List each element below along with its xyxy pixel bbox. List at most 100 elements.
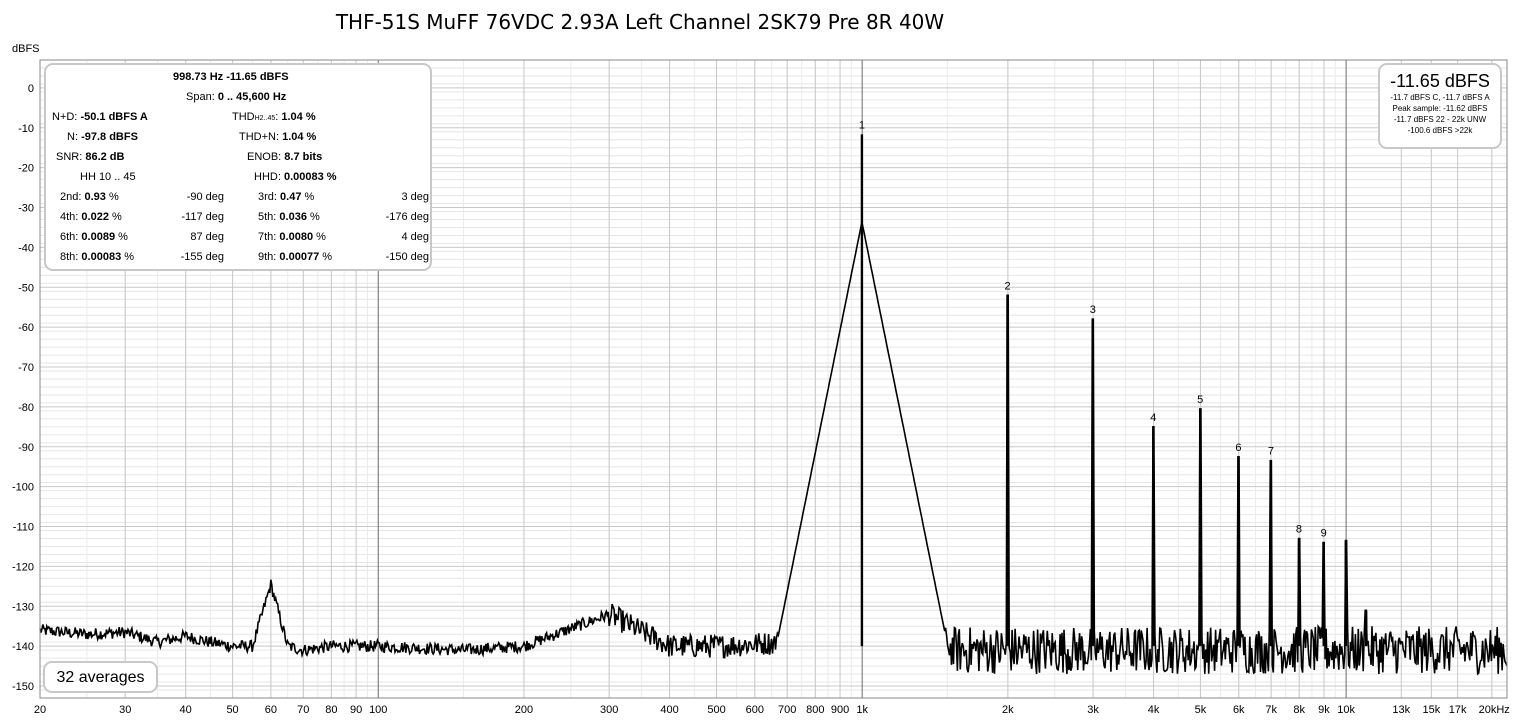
harmonic-phase: 4 deg	[401, 231, 429, 243]
x-tick-label: 400	[660, 704, 678, 716]
noise-value: -97.8 dBFS	[81, 131, 138, 143]
enob-value: 8.7 bits	[284, 151, 323, 163]
harmonic-phase: 87 deg	[190, 231, 224, 243]
harmonic-label: 6	[1235, 442, 1241, 454]
nd-readout: N+D: -50.1 dBFS A	[52, 111, 148, 123]
span-readout: Span: 0 .. 45,600 Hz	[186, 91, 286, 103]
y-tick-label: -90	[18, 442, 34, 454]
y-tick-label: -70	[18, 362, 34, 374]
thd-value: 1.04 %	[281, 111, 316, 123]
x-tick-label: 500	[707, 704, 725, 716]
spectrum-trace	[39, 134, 1508, 676]
hh-range: HH 10 .. 45	[80, 171, 136, 183]
hhd-value: 0.00083 %	[283, 171, 337, 183]
level-main: -11.65 dBFS	[1390, 71, 1490, 91]
y-tick-label: 0	[28, 83, 34, 95]
x-tick-label: 800	[806, 704, 824, 716]
y-axis-unit: dBFS	[12, 43, 40, 55]
harmonic-label: 9	[1321, 527, 1327, 539]
thdn-readout: THD+N: 1.04 %	[239, 131, 316, 143]
hhd-readout: HHD: 0.00083 %	[254, 171, 337, 183]
x-tick-label: 700	[778, 704, 796, 716]
x-tick-label: 9k	[1318, 704, 1330, 716]
y-tick-label: -40	[18, 242, 34, 254]
x-tick-label: 5k	[1195, 704, 1207, 716]
measurement-panel: 998.73 Hz -11.65 dBFS Span: 0 .. 45,600 …	[44, 63, 432, 271]
enob-label: ENOB:	[247, 151, 282, 163]
fundamental-readout: 998.73 Hz -11.65 dBFS	[173, 71, 289, 83]
x-tick-label: 2k	[1002, 704, 1014, 716]
noise-readout: N: -97.8 dBFS	[67, 131, 138, 143]
thd-readout: THDH2..45: 1.04 %	[232, 111, 316, 123]
x-tick-label: 70	[297, 704, 309, 716]
harmonic-label: 7th: 0.0080 %	[258, 231, 326, 243]
chart-title: THF-51S MuFF 76VDC 2.93A Left Channel 2S…	[335, 10, 945, 34]
plot-border	[39, 59, 1508, 699]
x-tick-label: 13k	[1392, 704, 1410, 716]
x-tick-label: 300	[600, 704, 618, 716]
y-tick-label: -10	[18, 123, 34, 135]
harmonic-label: 3rd: 0.47 %	[258, 191, 315, 203]
y-tick-label: -30	[18, 203, 34, 215]
noise-label: N:	[67, 131, 78, 143]
x-tick-label: 1k	[856, 704, 868, 716]
y-tick-label: -20	[18, 163, 34, 175]
x-tick-label: 200	[515, 704, 533, 716]
harmonic-phase: -90 deg	[186, 191, 224, 203]
harmonic-label: 2nd: 0.93 %	[60, 191, 119, 203]
harmonic-label: 4	[1150, 412, 1156, 424]
y-tick-label: -60	[18, 322, 34, 334]
x-tick-label: 30	[119, 704, 131, 716]
enob-readout: ENOB: 8.7 bits	[247, 151, 322, 163]
y-tick-label: -80	[18, 402, 34, 414]
x-tick-label: 80	[325, 704, 337, 716]
x-tick-label: 600	[746, 704, 764, 716]
x-tick-label: 900	[831, 704, 849, 716]
y-tick-label: -150	[12, 681, 34, 693]
harmonic-label: 8	[1296, 524, 1302, 536]
level-line-1: -11.7 dBFS C, -11.7 dBFS A	[1390, 93, 1490, 102]
nd-label: N+D:	[52, 111, 78, 123]
y-axis-ticks: 0 -10 -20 -30 -40 -50 -60 -70 -80 -90 -100 -110 -120…	[12, 83, 34, 693]
harmonic-label: 6th: 0.0089 %	[60, 231, 128, 243]
span-value: 0 .. 45,600 Hz	[217, 91, 287, 103]
x-tick-label: 40	[180, 704, 192, 716]
level-line-2: Peak sample: -11.62 dBFS	[1392, 104, 1488, 113]
x-tick-label: 90	[350, 704, 362, 716]
harmonic-label: 5th: 0.036 %	[258, 211, 320, 223]
y-tick-label: -100	[12, 482, 34, 494]
x-tick-label: 20kHz	[1479, 704, 1510, 716]
noise-floor-trace	[39, 222, 1508, 676]
level-line-4: -100.6 dBFS >22k	[1407, 126, 1473, 135]
harmonic-label: 2	[1004, 280, 1010, 292]
thdn-value: 1.04 %	[282, 131, 317, 143]
x-axis-ticks: 20 30 40 50 60 70 80 90 100 200 300 400 500 600 700 800…	[34, 704, 1510, 716]
level-panel: -11.65 dBFS -11.7 dBFS C, -11.7 dBFS A P…	[1378, 63, 1502, 149]
thd-label-end: :	[275, 111, 279, 123]
x-tick-label: 60	[265, 704, 277, 716]
level-line-3: -11.7 dBFS 22 - 22k UNW	[1393, 115, 1487, 124]
x-tick-label: 15k	[1422, 704, 1440, 716]
x-tick-label: 7k	[1265, 704, 1277, 716]
harmonic-label: 7	[1268, 446, 1274, 458]
x-tick-label: 6k	[1233, 704, 1245, 716]
x-tick-label: 10k	[1337, 704, 1355, 716]
harmonic-phase: -150 deg	[385, 251, 429, 263]
x-tick-label: 50	[226, 704, 238, 716]
snr-readout: SNR: 86.2 dB	[56, 151, 124, 163]
y-tick-label: -120	[12, 561, 34, 573]
harmonic-phase: -117 deg	[181, 211, 224, 223]
x-tick-label: 4k	[1148, 704, 1160, 716]
nd-value: -50.1 dBFS A	[80, 111, 148, 123]
thdn-label: THD+N:	[239, 131, 280, 143]
x-tick-label: 20	[34, 704, 46, 716]
x-tick-label: 8k	[1293, 704, 1305, 716]
averages-badge: 32 averages	[43, 661, 158, 693]
y-tick-label: -110	[13, 522, 34, 534]
harmonic-labels: 1 2 3 4 5 6 7 8 9	[859, 119, 1327, 539]
harmonic-label: 1	[859, 119, 865, 131]
x-tick-label: 17k	[1449, 704, 1467, 716]
hhd-label: HHD:	[254, 171, 281, 183]
x-tick-label: 100	[369, 704, 387, 716]
thd-label-sub: H2..45	[254, 115, 276, 122]
